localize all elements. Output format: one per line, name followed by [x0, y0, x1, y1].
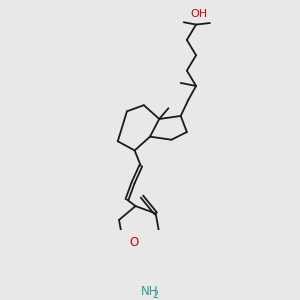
Text: NH: NH [141, 285, 159, 298]
Text: 2: 2 [153, 290, 159, 300]
Text: O: O [129, 236, 138, 249]
Text: OH: OH [190, 9, 208, 19]
